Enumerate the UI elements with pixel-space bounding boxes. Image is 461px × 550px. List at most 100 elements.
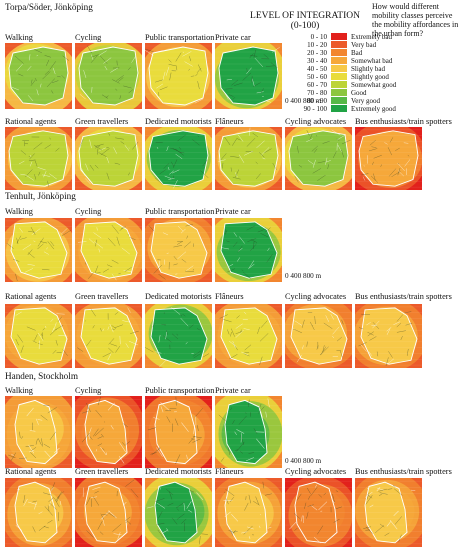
legend-range: 0 - 10 xyxy=(310,33,327,41)
legend-swatch xyxy=(331,97,347,104)
legend-item: 90 - 100 Extremely good xyxy=(285,105,460,113)
map-tile-class[interactable] xyxy=(355,478,422,547)
map-tile-class[interactable] xyxy=(285,478,352,547)
class-label: Cycling advocates xyxy=(285,292,347,301)
site-title: Torpa/Söder, Jönköping xyxy=(5,2,93,12)
map-tile-mode[interactable] xyxy=(145,396,212,468)
map-tile-mode[interactable] xyxy=(5,218,72,282)
legend-item: 30 - 40 Somewhat bad xyxy=(285,57,460,65)
class-label: Dedicated motorists xyxy=(145,117,212,126)
legend-label: Extremely good xyxy=(351,105,396,113)
legend-label: Bad xyxy=(351,49,363,57)
legend-swatch xyxy=(331,33,347,40)
legend-item: 70 - 80 Good xyxy=(285,89,460,97)
scale-bar: 0 400 800 m xyxy=(285,272,322,280)
legend-range: 40 - 50 xyxy=(307,65,327,73)
site-title: Tenhult, Jönköping xyxy=(5,191,76,201)
legend-item: 40 - 50 Slightly bad xyxy=(285,65,460,73)
mode-label: Cycling xyxy=(75,33,102,42)
map-tile-class[interactable] xyxy=(145,127,212,190)
map-tile-mode[interactable] xyxy=(215,218,282,282)
mode-label: Public transportation xyxy=(145,207,215,216)
legend-swatch xyxy=(331,57,347,64)
map-tile-class[interactable] xyxy=(355,304,422,368)
class-label: Cycling advocates xyxy=(285,117,347,126)
map-tile-class[interactable] xyxy=(215,127,282,190)
mode-label: Cycling xyxy=(75,386,102,395)
legend-range: 70 - 80 xyxy=(307,89,327,97)
mode-label: Private car xyxy=(215,33,251,42)
map-tile-class[interactable] xyxy=(285,127,352,190)
legend-label: Very good xyxy=(351,97,380,105)
map-tile-mode[interactable] xyxy=(145,218,212,282)
map-tile-class[interactable] xyxy=(215,478,282,547)
mode-label: Private car xyxy=(215,207,251,216)
legend-swatch xyxy=(331,105,347,112)
legend-range: 30 - 40 xyxy=(307,57,327,65)
legend-swatch xyxy=(331,73,347,80)
legend-list: 0 - 10 Extremely bad 10 - 20 Very bad 20 - 3… xyxy=(285,33,461,113)
class-label: Flâneurs xyxy=(215,292,244,301)
mode-label: Private car xyxy=(215,386,251,395)
map-tile-mode[interactable] xyxy=(145,43,212,109)
legend-range: 90 - 100 xyxy=(303,105,327,113)
map-tile-mode[interactable] xyxy=(5,43,72,109)
legend-range: 20 - 30 xyxy=(307,49,327,57)
legend-label: Good xyxy=(351,89,367,97)
legend-title-line1: LEVEL OF INTEGRATION xyxy=(250,11,360,21)
class-label: Bus enthusiasts/train spotters xyxy=(355,467,452,476)
map-tile-mode[interactable] xyxy=(75,43,142,109)
map-tile-class[interactable] xyxy=(75,127,142,190)
map-tile-class[interactable] xyxy=(145,304,212,368)
legend-swatch xyxy=(331,81,347,88)
legend-swatch xyxy=(331,65,347,72)
class-label: Dedicated motorists xyxy=(145,467,212,476)
class-label: Rational agents xyxy=(5,117,57,126)
map-tile-class[interactable] xyxy=(145,478,212,547)
map-tile-class[interactable] xyxy=(355,127,422,190)
legend-swatch xyxy=(331,89,347,96)
legend-label: Slightly good xyxy=(351,73,389,81)
class-label: Flâneurs xyxy=(215,117,244,126)
mode-label: Public transportation xyxy=(145,386,215,395)
legend-label: Extremely bad xyxy=(351,33,393,41)
map-tile-class[interactable] xyxy=(215,304,282,368)
mode-label: Cycling xyxy=(75,207,102,216)
map-tile-class[interactable] xyxy=(5,127,72,190)
class-label: Green travellers xyxy=(75,117,129,126)
site-title: Handen, Stockholm xyxy=(5,371,78,381)
scale-bar: 0 400 800 m xyxy=(285,97,322,105)
map-tile-mode[interactable] xyxy=(215,43,282,109)
map-tile-class[interactable] xyxy=(75,304,142,368)
class-label: Green travellers xyxy=(75,292,129,301)
legend-item: 20 - 30 Bad xyxy=(285,49,460,57)
legend-range: 10 - 20 xyxy=(307,41,327,49)
legend-label: Very bad xyxy=(351,41,377,49)
legend-title: LEVEL OF INTEGRATION (0-100) xyxy=(250,11,360,31)
legend-swatch xyxy=(331,49,347,56)
legend-item: 60 - 70 Somewhat good xyxy=(285,81,460,89)
map-tile-mode[interactable] xyxy=(5,396,72,468)
class-label: Dedicated motorists xyxy=(145,292,212,301)
legend-swatch xyxy=(331,41,347,48)
map-tile-mode[interactable] xyxy=(75,218,142,282)
legend-item: 0 - 10 Extremely bad xyxy=(285,33,460,41)
mode-label: Walking xyxy=(5,207,33,216)
class-label: Rational agents xyxy=(5,467,57,476)
legend-item: 50 - 60 Slightly good xyxy=(285,73,460,81)
class-label: Cycling advocates xyxy=(285,467,347,476)
legend-range: 80 - 90 xyxy=(307,97,327,105)
class-label: Rational agents xyxy=(5,292,57,301)
map-tile-mode[interactable] xyxy=(75,396,142,468)
map-tile-class[interactable] xyxy=(75,478,142,547)
legend-item: 10 - 20 Very bad xyxy=(285,41,460,49)
map-tile-class[interactable] xyxy=(5,304,72,368)
map-tile-class[interactable] xyxy=(285,304,352,368)
legend-label: Slightly bad xyxy=(351,65,386,73)
legend-label: Somewhat good xyxy=(351,81,397,89)
map-tile-mode[interactable] xyxy=(215,396,282,468)
class-label: Green travellers xyxy=(75,467,129,476)
mode-label: Walking xyxy=(5,33,33,42)
class-label: Bus enthusiasts/train spotters xyxy=(355,292,452,301)
map-tile-class[interactable] xyxy=(5,478,72,547)
